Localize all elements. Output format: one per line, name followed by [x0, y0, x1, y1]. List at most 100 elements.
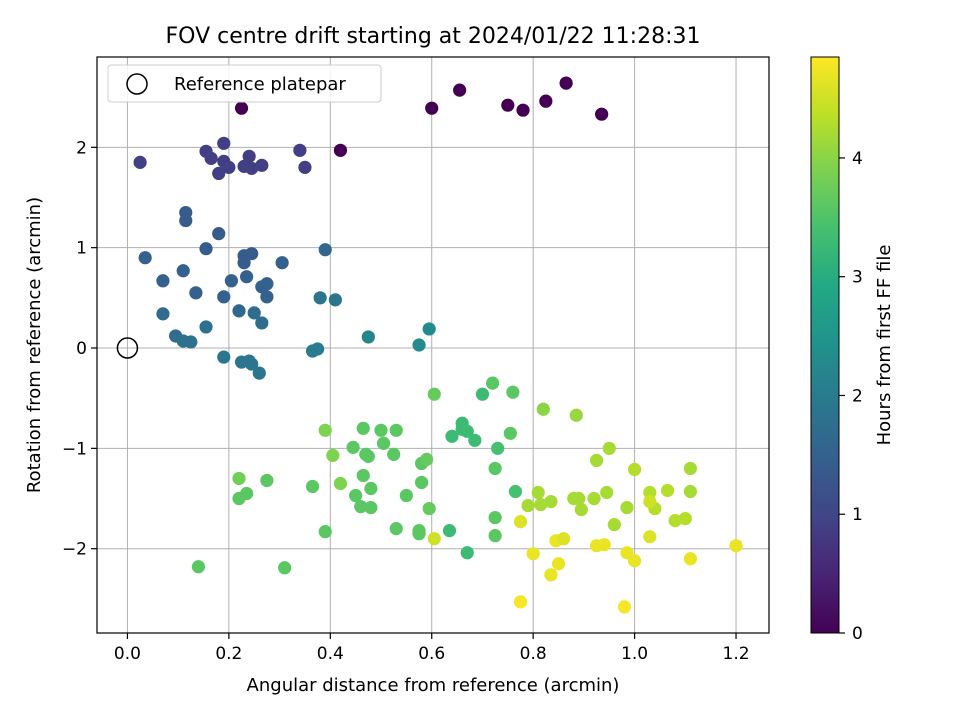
- data-point: [513, 595, 528, 609]
- data-point: [506, 385, 520, 399]
- data-point: [628, 462, 642, 477]
- legend-box: [107, 64, 382, 103]
- data-point: [374, 423, 388, 437]
- data-point: [133, 155, 147, 169]
- data-point: [683, 552, 697, 566]
- data-point: [491, 441, 505, 455]
- x-axis-label: Angular distance from reference (arcmin): [247, 675, 620, 696]
- data-point: [595, 107, 609, 121]
- x-tick-label: 1.0: [621, 644, 648, 664]
- data-point: [521, 498, 535, 513]
- data-point: [607, 518, 621, 532]
- data-point: [245, 357, 259, 371]
- data-point: [364, 500, 378, 515]
- data-point: [442, 524, 457, 538]
- y-axis-label: Rotation from reference (arcmin): [24, 197, 45, 493]
- data-point: [678, 512, 692, 526]
- data-point: [234, 101, 249, 115]
- data-point: [425, 101, 439, 115]
- data-point: [412, 338, 426, 352]
- data-point: [333, 476, 348, 491]
- data-point: [199, 320, 213, 334]
- data-point: [191, 560, 206, 574]
- data-point: [237, 256, 251, 270]
- data-point: [232, 471, 246, 486]
- data-point: [414, 475, 429, 490]
- y-axis-ticks: −2 −1 0 1 2: [62, 138, 97, 560]
- data-point: [199, 242, 213, 256]
- data-point: [468, 433, 482, 447]
- y-tick-label: 0: [76, 339, 87, 359]
- data-points: [116, 76, 743, 614]
- data-point: [293, 143, 307, 157]
- data-point: [660, 483, 675, 498]
- data-point: [589, 453, 604, 468]
- x-tick-label: 0.8: [520, 644, 547, 664]
- data-point: [278, 561, 292, 575]
- data-point: [311, 342, 325, 356]
- data-point: [176, 264, 190, 278]
- data-point: [156, 274, 170, 288]
- data-point: [536, 402, 550, 416]
- data-point: [222, 160, 236, 174]
- data-point: [212, 166, 226, 181]
- data-point: [318, 525, 332, 539]
- legend: Reference platepar: [107, 64, 382, 103]
- colorbar-tick-label: 2: [852, 386, 863, 406]
- plot-frame: [96, 56, 770, 634]
- x-tick-label: 0.4: [317, 644, 344, 664]
- reference-platepar-marker: [116, 337, 139, 359]
- data-point: [260, 277, 274, 291]
- data-point: [683, 484, 697, 499]
- data-point: [356, 421, 370, 435]
- data-point: [255, 316, 269, 330]
- data-point: [212, 227, 226, 241]
- data-point: [298, 160, 312, 174]
- data-point: [729, 539, 743, 553]
- data-point: [501, 98, 515, 112]
- colorbar-tick-label: 3: [852, 268, 863, 288]
- y-tick-label: 1: [76, 239, 87, 259]
- data-point: [318, 423, 332, 437]
- chart-title: FOV centre drift starting at 2024/01/22 …: [166, 24, 701, 49]
- x-tick-label: 0.0: [114, 644, 141, 664]
- x-tick-label: 1.2: [723, 644, 750, 664]
- data-point: [326, 448, 340, 462]
- data-point: [488, 461, 502, 476]
- data-point: [217, 136, 231, 150]
- data-point: [643, 494, 657, 509]
- data-point: [387, 447, 401, 461]
- data-point: [361, 449, 375, 463]
- data-point: [460, 424, 474, 438]
- x-tick-label: 0.2: [215, 644, 242, 664]
- data-point: [427, 532, 441, 546]
- data-point: [389, 423, 403, 437]
- data-point: [559, 76, 573, 90]
- data-point: [252, 366, 266, 380]
- data-point: [328, 293, 342, 307]
- data-point: [534, 497, 548, 512]
- data-point: [508, 484, 523, 499]
- data-point: [217, 290, 231, 304]
- data-point: [600, 485, 614, 500]
- data-point: [275, 256, 289, 270]
- data-point: [224, 274, 238, 288]
- data-point: [683, 461, 697, 476]
- data-point: [240, 486, 254, 501]
- data-point: [354, 499, 368, 514]
- data-point: [551, 557, 566, 571]
- colorbar-ticks: 0 1 2 3 4: [839, 149, 863, 644]
- data-point: [531, 485, 545, 500]
- data-point: [346, 440, 360, 454]
- data-point: [255, 158, 269, 172]
- data-point: [572, 491, 586, 506]
- data-point: [422, 501, 436, 516]
- x-axis-ticks: 0.0 0.2 0.4 0.6 0.8 1.0 1.2: [114, 633, 750, 664]
- data-point: [513, 515, 528, 529]
- data-point: [376, 436, 391, 450]
- data-point: [427, 387, 441, 401]
- data-point: [356, 468, 370, 483]
- data-point: [574, 502, 588, 517]
- colorbar: 0 1 2 3 4 Hours from first FF file: [810, 56, 895, 644]
- data-point: [460, 546, 474, 560]
